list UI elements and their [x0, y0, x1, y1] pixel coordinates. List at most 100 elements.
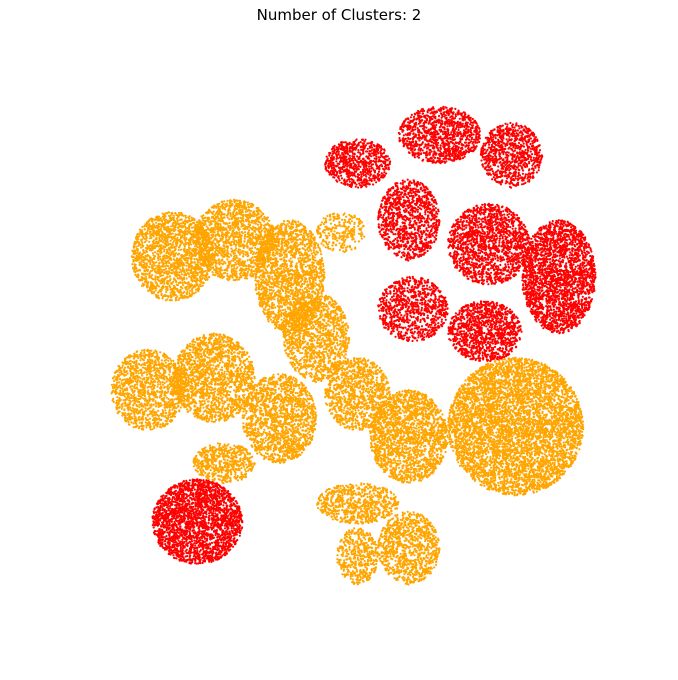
data-point [242, 215, 245, 218]
data-point [183, 245, 186, 248]
data-point [290, 286, 293, 289]
data-point [204, 230, 207, 233]
data-point [164, 285, 167, 288]
data-point [213, 226, 216, 230]
data-point [285, 294, 288, 297]
data-point [158, 280, 161, 283]
data-point [282, 232, 286, 235]
data-point [252, 265, 255, 268]
data-point [166, 249, 169, 252]
data-point [162, 257, 165, 260]
data-point [224, 262, 227, 265]
data-point [163, 228, 166, 231]
data-point [182, 243, 186, 246]
data-point [144, 275, 147, 278]
data-point [169, 232, 172, 235]
data-point [205, 264, 208, 267]
data-point [268, 278, 271, 281]
data-point [221, 251, 224, 254]
data-point [203, 277, 206, 281]
data-point [265, 235, 268, 238]
data-point [147, 219, 150, 222]
data-point [178, 297, 181, 300]
data-point [133, 263, 136, 266]
data-point [302, 273, 305, 276]
data-point [259, 215, 262, 218]
data-point [199, 238, 202, 241]
data-point [165, 260, 169, 263]
data-point [171, 246, 174, 249]
data-point [283, 223, 286, 226]
data-point [201, 241, 204, 244]
data-point [165, 218, 168, 221]
data-point [194, 250, 197, 254]
data-point [146, 286, 149, 289]
data-point [228, 276, 231, 279]
data-point [217, 224, 220, 227]
data-point [266, 259, 269, 262]
data-point [173, 267, 176, 270]
data-point [245, 264, 248, 267]
data-point [157, 249, 160, 252]
data-point [202, 214, 205, 217]
data-point [181, 266, 184, 269]
data-point [170, 299, 173, 302]
data-point [214, 217, 217, 220]
data-point [257, 229, 260, 233]
data-point [191, 273, 195, 276]
data-point [170, 211, 173, 215]
data-point [310, 277, 313, 280]
data-point [205, 245, 208, 249]
data-point [283, 234, 286, 237]
data-point [207, 275, 210, 278]
data-point [185, 264, 188, 267]
data-point [295, 238, 298, 242]
data-point [262, 286, 265, 289]
data-point [272, 303, 275, 306]
data-point [267, 318, 270, 321]
data-point [181, 287, 184, 290]
data-point [300, 257, 303, 260]
data-point [266, 272, 269, 275]
data-point [174, 242, 177, 245]
data-point [283, 302, 286, 305]
data-point [227, 231, 230, 234]
data-point [273, 292, 276, 296]
data-point [246, 235, 249, 238]
data-point [169, 271, 172, 274]
data-point [306, 280, 309, 283]
data-point [205, 225, 208, 228]
data-point [315, 253, 318, 256]
data-point [261, 272, 264, 276]
data-point [277, 245, 280, 248]
data-point [205, 242, 208, 245]
data-point [221, 258, 224, 261]
data-point [203, 257, 206, 260]
data-point [141, 230, 144, 234]
data-point [134, 257, 137, 260]
data-point [217, 219, 220, 222]
data-point [159, 217, 162, 220]
data-point [234, 249, 237, 252]
data-point [278, 252, 281, 255]
data-point [166, 221, 169, 225]
data-point [169, 263, 173, 266]
data-point [261, 276, 264, 279]
data-point [152, 262, 155, 265]
data-point [188, 269, 191, 272]
data-point [297, 289, 301, 292]
data-point [162, 217, 165, 220]
data-point [245, 215, 248, 218]
data-point [230, 250, 233, 253]
data-point [242, 206, 246, 209]
data-point [292, 226, 295, 229]
data-point [257, 254, 260, 257]
data-point [141, 225, 144, 228]
data-point [294, 299, 297, 302]
data-point [209, 231, 212, 234]
data-point [175, 275, 178, 278]
data-point [285, 255, 288, 258]
data-point [200, 243, 203, 246]
data-point [228, 225, 231, 228]
data-point [238, 231, 241, 234]
